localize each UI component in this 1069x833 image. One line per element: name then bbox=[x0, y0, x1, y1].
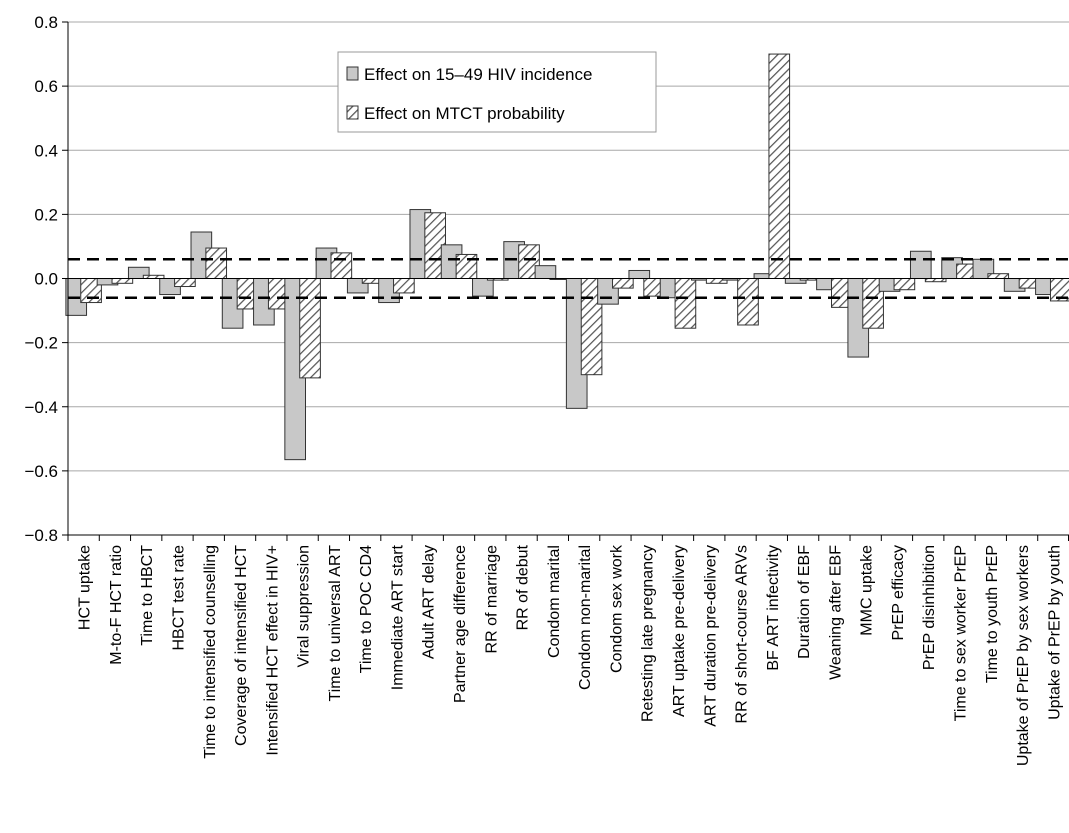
y-tick-label: 0.8 bbox=[34, 13, 58, 32]
bar-mtct bbox=[674, 278, 697, 329]
y-tick-label: −0.2 bbox=[24, 334, 58, 353]
threshold-lines bbox=[68, 258, 1069, 299]
bar-mtct bbox=[393, 278, 415, 294]
x-category-label: RR of debut bbox=[515, 544, 532, 630]
y-tick-label: −0.6 bbox=[24, 462, 58, 481]
legend-label-mtct: Effect on MTCT probability bbox=[364, 104, 565, 123]
x-category-label: ART duration pre-delivery bbox=[702, 545, 719, 727]
bar-mtct bbox=[174, 278, 196, 288]
y-tick-label: 0.0 bbox=[34, 270, 58, 289]
y-tick-label: 0.6 bbox=[34, 77, 58, 96]
x-category-label: Retesting late pregnancy bbox=[640, 545, 657, 722]
bar-incidence bbox=[534, 265, 557, 280]
x-category-label: RR of short-course ARVs bbox=[734, 545, 751, 723]
x-category-label: M-to-F HCT ratio bbox=[108, 545, 125, 665]
x-category-label: Adult ART delay bbox=[421, 545, 438, 659]
x-category-label: RR of marriage bbox=[483, 545, 500, 654]
x-category-label: Condom sex work bbox=[608, 544, 625, 673]
bar-mtct bbox=[987, 273, 1010, 280]
y-tick-label: 0.4 bbox=[34, 141, 58, 160]
legend-label-incidence: Effect on 15–49 HIV incidence bbox=[364, 65, 592, 84]
bar-incidence bbox=[909, 250, 932, 279]
legend-swatch-incidence bbox=[346, 66, 359, 81]
x-category-label: HCT uptake bbox=[77, 545, 94, 630]
legend-swatch-mtct bbox=[346, 105, 359, 120]
bar-incidence bbox=[472, 278, 494, 297]
x-category-label: Time to universal ART bbox=[327, 545, 344, 702]
x-category-label: Condom non-marital bbox=[577, 545, 594, 690]
x-category-label: ART uptake pre-delivery bbox=[671, 545, 688, 717]
bar-mtct bbox=[893, 278, 916, 291]
bar-mtct bbox=[299, 278, 321, 379]
x-category-label: MMC uptake bbox=[859, 545, 876, 636]
y-tick-label: −0.8 bbox=[24, 526, 58, 545]
x-category-label: Condom marital bbox=[546, 545, 563, 658]
bar-incidence bbox=[628, 269, 651, 280]
bar-mtct bbox=[111, 278, 134, 284]
bar-mtct bbox=[737, 278, 759, 326]
legend: Effect on 15–49 HIV incidence Effect on … bbox=[337, 51, 657, 133]
x-category-label: HBCT test rate bbox=[170, 545, 187, 651]
x-category-label: Immediate ART start bbox=[389, 544, 406, 690]
x-category-label: PrEP disinhibition bbox=[921, 545, 938, 670]
x-category-label: Partner age difference bbox=[452, 545, 469, 703]
x-category-label: Weaning after EBF bbox=[827, 545, 844, 680]
y-tick-label: −0.4 bbox=[24, 398, 58, 417]
legend-box bbox=[337, 51, 657, 133]
x-category-label: Intensified HCT effect in HIV+ bbox=[264, 545, 281, 756]
bar-mtct bbox=[205, 247, 228, 279]
x-category-label: Time to HBCT bbox=[139, 545, 156, 646]
x-category-label: Uptake of PrEP by youth bbox=[1046, 545, 1063, 720]
x-category-label: Time to sex worker PrEP bbox=[953, 545, 970, 721]
x-category-label: Time to youth PrEP bbox=[984, 545, 1001, 683]
x-category-label: Time to intensified counselling bbox=[202, 545, 219, 759]
x-category-label: Viral suppression bbox=[296, 545, 313, 667]
x-category-label: Coverage of intensified HCT bbox=[233, 545, 250, 746]
bar-mtct bbox=[330, 252, 353, 280]
axes: −0.8 −0.6 −0.4 −0.2 0.0 0.2 0.4 0.6 0.8 HCT uptak… bbox=[24, 13, 1069, 766]
y-tick-label: 0.2 bbox=[34, 205, 58, 224]
x-category-label: Uptake of PrEP by sex workers bbox=[1015, 545, 1032, 766]
bar-mtct bbox=[768, 53, 791, 280]
x-category-label: Duration of EBF bbox=[796, 545, 813, 659]
x-category-label: PrEP efficacy bbox=[890, 545, 907, 640]
bar-mtct bbox=[612, 278, 634, 289]
x-category-label: Time to POC CD4 bbox=[358, 545, 375, 673]
x-category-label: BF ART infectivity bbox=[765, 545, 782, 671]
